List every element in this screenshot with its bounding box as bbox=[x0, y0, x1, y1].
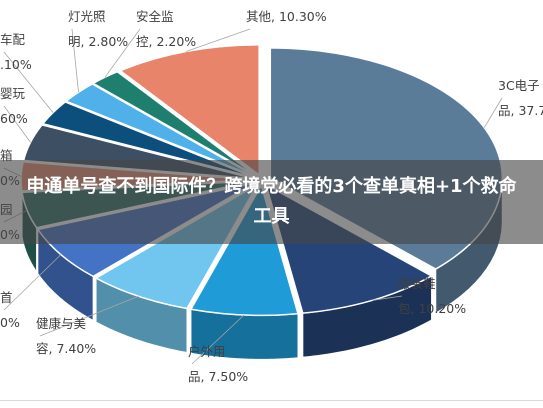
leader-line-3 bbox=[39, 295, 139, 337]
leader-line-10 bbox=[104, 28, 141, 78]
leader-line-8 bbox=[3, 51, 54, 113]
leader-line-11 bbox=[185, 28, 251, 52]
leader-line-4 bbox=[3, 254, 62, 311]
slice-label-9-1: 明, 2.80% bbox=[68, 34, 128, 49]
slice-label-4-1: 0% bbox=[0, 315, 20, 330]
banner-title: 申通单号查不到国际件？跨境党必看的3个查单真相+1个救命工具 bbox=[26, 176, 517, 227]
title-banner: 申通单号查不到国际件？跨境党必看的3个查单真相+1个救命工具 bbox=[0, 160, 543, 244]
pie-slice-9 bbox=[64, 83, 256, 178]
leader-line-0 bbox=[483, 97, 503, 128]
slice-label-9-0: 灯光照 bbox=[68, 9, 106, 24]
leader-line-9 bbox=[71, 28, 79, 93]
slice-label-8-0: 车配 bbox=[0, 32, 26, 47]
slice-label-1-1: 包, 10.20% bbox=[398, 301, 466, 316]
pie-depth-layer bbox=[20, 179, 503, 360]
slice-label-6-0: 箱 bbox=[0, 148, 13, 163]
slice-label-3-0: 健康与美 bbox=[36, 316, 86, 331]
slice-label-7-1: 60% bbox=[0, 111, 28, 126]
pie-slice-2 bbox=[189, 183, 299, 317]
slice-label-0-1: 品, 37.7 bbox=[498, 103, 543, 118]
slice-label-2-1: 品, 7.50% bbox=[188, 369, 248, 384]
slice-label-1-0: 服装鞋 bbox=[398, 276, 436, 291]
slice-label-10-0: 安全监 bbox=[136, 9, 174, 24]
slice-label-7-0: 婴玩 bbox=[0, 86, 26, 101]
slice-label-3-1: 容, 7.40% bbox=[36, 341, 96, 356]
slice-label-8-1: .10% bbox=[0, 57, 32, 72]
leader-line-2 bbox=[191, 314, 245, 365]
slice-label-2-0: 户外用 bbox=[188, 344, 226, 359]
bottom-divider bbox=[0, 400, 543, 401]
slice-label-11-0: 其他, 10.30% bbox=[246, 9, 327, 24]
slice-label-10-1: 控, 2.20% bbox=[136, 34, 196, 49]
slice-label-0-0: 3C电子 bbox=[498, 78, 540, 93]
pie-slice-8 bbox=[41, 101, 255, 179]
leader-line-7 bbox=[3, 105, 31, 143]
slice-label-4-0: 首 bbox=[0, 290, 13, 305]
leader-line-1 bbox=[372, 295, 403, 301]
